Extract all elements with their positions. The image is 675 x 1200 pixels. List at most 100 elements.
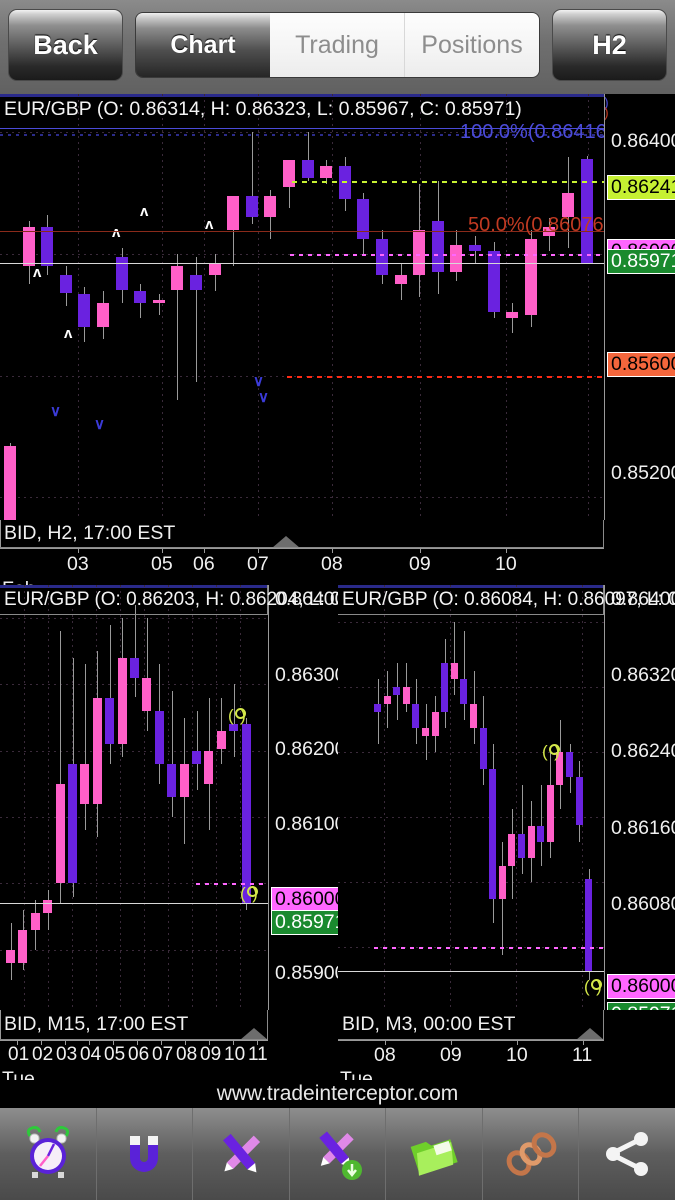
time-axis-tick [257, 1040, 258, 1045]
grid-line-vertical [216, 585, 217, 1010]
time-axis-label: 03 [67, 553, 89, 575]
price-label-0-86000[interactable]: 0.86000 [271, 887, 338, 913]
handle-circle-1[interactable] [247, 886, 258, 897]
candle-body [580, 158, 593, 263]
time-axis-tick [89, 1040, 90, 1045]
timeframe-button[interactable]: H2 [552, 9, 667, 81]
ohlc-readout-border [338, 585, 604, 615]
time-axis-label: 09 [409, 553, 431, 575]
candle-wick [377, 679, 379, 745]
candle-body [105, 697, 115, 745]
time-axis-label: 03 [56, 1044, 78, 1065]
candle-body [412, 703, 420, 728]
panel-top-border [0, 94, 675, 97]
candle-body [489, 768, 497, 899]
link-charts-button[interactable] [483, 1108, 580, 1200]
folder-icon [410, 1139, 458, 1176]
top-navigation-bar: Back Chart Trading Positions H2 [0, 0, 675, 94]
time-axis-tick [233, 1040, 234, 1045]
price-label-0-86000[interactable]: 0.86000 [607, 974, 675, 1000]
templates-button[interactable] [386, 1108, 483, 1200]
sub-chart-right-panel[interactable]: ( )( ) 0.86400 0.86320 0.86240 0.86160 0.860… [338, 585, 675, 1010]
grid-line-vertical [204, 94, 205, 568]
time-axis-tick [162, 548, 163, 553]
sub-chart-right-plot-area[interactable]: ( )( ) [338, 585, 604, 1010]
handle-circle-0[interactable] [235, 708, 246, 719]
time-axis-label: 05 [151, 553, 173, 575]
price-label-0-85971[interactable]: 0.85971 [607, 1002, 675, 1010]
candle-body [41, 226, 54, 267]
magnet-button[interactable] [97, 1108, 194, 1200]
price-label-0-85600[interactable]: 0.85600 [607, 352, 675, 378]
fractal-marker-down: ∨ [94, 416, 105, 433]
sub-chart-left-plot-area[interactable]: ( )( ) [0, 585, 268, 1010]
candle-body [402, 687, 410, 704]
candle-body [18, 929, 28, 964]
sub-chart-right-price-axis[interactable]: 0.86400 0.86320 0.86240 0.86160 0.86080 0.860… [604, 585, 675, 1010]
share-button[interactable] [579, 1108, 675, 1200]
candle-body [216, 730, 226, 749]
candle-body [241, 724, 251, 903]
time-axis-tick [451, 1040, 452, 1045]
sub-chart-left-price-axis[interactable]: 0.864000.863000.862000.861000.860000.859… [268, 585, 338, 1010]
grid-line-vertical [192, 585, 193, 1010]
candle-body [80, 763, 90, 804]
candle-wick [454, 622, 456, 696]
sub-chart-left-time-axis[interactable]: BID, M15, 17:00 EST 01 02 03 04 05 06 07 08 09 10… [0, 1010, 338, 1090]
price-axis-tick: 0.86080 [611, 893, 675, 915]
fib-label-1: 50.0%(0.86076) [468, 214, 604, 236]
candle-body [171, 266, 184, 291]
price-label-0-86241[interactable]: 0.86241 [607, 175, 675, 201]
grid-line-vertical [120, 585, 121, 1010]
price-axis-tick: 0.85200 [611, 462, 675, 484]
grid-line-horizontal [338, 622, 604, 624]
main-chart-time-axis[interactable]: BID, H2, 17:00 EST 03050607080910Feb [0, 520, 675, 600]
grid-line-horizontal [0, 949, 268, 951]
candle-body [134, 290, 147, 303]
drawing-tools-button[interactable] [193, 1108, 290, 1200]
pan-grip-handle[interactable] [576, 1028, 604, 1040]
fractal-marker-up: ʌ [64, 325, 73, 342]
sub-chart-right-time-axis[interactable]: BID, M3, 00:00 EST 08 09 10 11 Tue [338, 1010, 675, 1090]
price-label-0-85971[interactable]: 0.85971 [607, 249, 675, 275]
candle-wick [521, 784, 523, 875]
main-chart-panel[interactable]: ʌ ʌ ʌ ʌ ʌ ∨ ∨ ∨ ∨ 100.0%(0.86416) 50.0%(0.86076) 0… [0, 94, 675, 568]
time-axis-tick [161, 1040, 162, 1045]
grid-line-vertical [258, 94, 259, 568]
time-axis-label: 01 [8, 1044, 30, 1065]
candle-body [527, 825, 535, 858]
add-drawing-button[interactable] [290, 1108, 387, 1200]
candle-body [6, 949, 15, 964]
alarm-button[interactable] [0, 1108, 97, 1200]
handle-circle-0[interactable] [549, 744, 560, 755]
time-axis-label: 07 [152, 1044, 174, 1065]
candle-body [152, 299, 165, 303]
time-axis-label: 06 [128, 1044, 150, 1065]
pan-grip-handle[interactable] [272, 536, 300, 548]
main-chart-plot-area[interactable]: ʌ ʌ ʌ ʌ ʌ ∨ ∨ ∨ ∨ 100.0%(0.86416) 50.0%(0.86076) [0, 94, 604, 568]
time-axis-line [0, 1040, 268, 1041]
candle-body [546, 784, 554, 842]
time-axis-tick [41, 1040, 42, 1045]
tab-trading[interactable]: Trading [270, 13, 404, 77]
candle-body [320, 165, 333, 178]
time-axis-label: 09 [200, 1044, 222, 1065]
main-chart-price-axis[interactable]: 0.864000.862410.860000.859710.856000.852… [604, 94, 675, 568]
candle-body [115, 257, 128, 291]
time-axis-tick [113, 1040, 114, 1045]
grid-line-vertical [168, 585, 169, 1010]
fractal-marker-down: ∨ [253, 373, 264, 390]
price-axis-tick: 0.86160 [611, 817, 675, 839]
tab-chart[interactable]: Chart [136, 13, 270, 77]
pan-grip-handle[interactable] [240, 1028, 268, 1040]
handle-circle-1[interactable] [591, 979, 602, 990]
time-axis-label: 09 [440, 1044, 462, 1066]
back-button[interactable]: Back [8, 9, 123, 81]
grid-line-horizontal [338, 817, 604, 819]
candle-body [97, 302, 109, 327]
grid-line-vertical [516, 585, 517, 1010]
tab-positions[interactable]: Positions [404, 13, 539, 77]
price-label-0-85971[interactable]: 0.85971 [271, 910, 338, 936]
alert-line-086000 [196, 883, 268, 886]
